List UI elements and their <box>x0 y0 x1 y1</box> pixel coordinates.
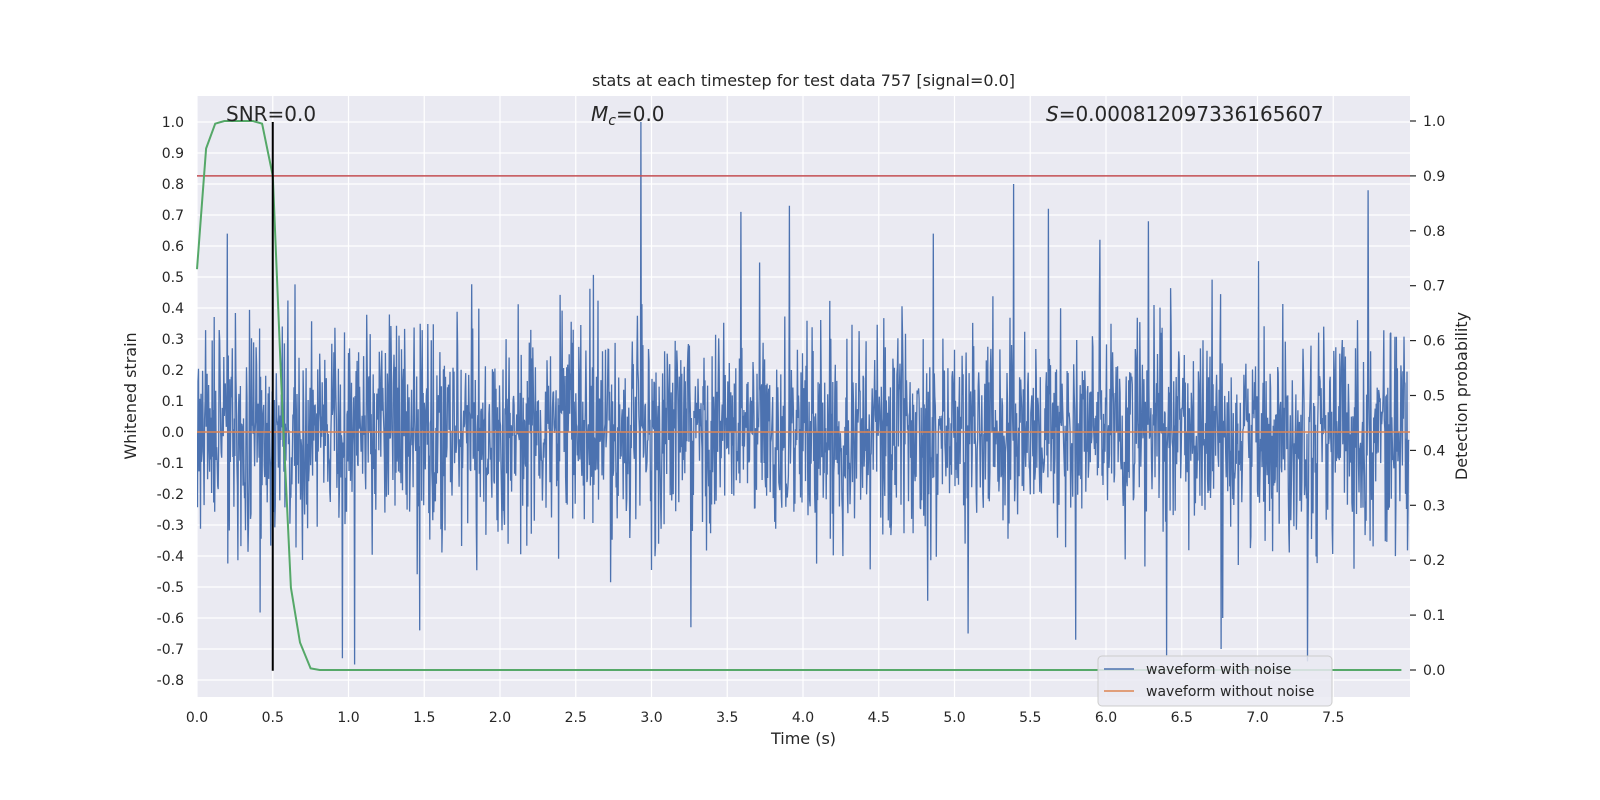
y-tick-label-right: 0.7 <box>1423 279 1445 295</box>
x-tick-label: 4.0 <box>792 710 814 726</box>
annotation-mc-subscript: c <box>608 113 616 129</box>
y-axis-label-left: Whitened strain <box>121 332 140 459</box>
y-tick-label-right: 1.0 <box>1423 114 1445 130</box>
y-tick-label-left: -0.5 <box>157 580 184 596</box>
legend: waveform with noise waveform without noi… <box>1097 655 1333 707</box>
annotation-mc-symbol: M <box>591 102 608 126</box>
y-tick-label-right: 0.5 <box>1423 389 1445 405</box>
x-tick-label: 7.5 <box>1322 710 1344 726</box>
y-tick-label-left: 0.5 <box>162 270 184 286</box>
y-tick-label-left: 0.7 <box>162 208 184 224</box>
y-tick-label-left: -0.3 <box>157 518 184 534</box>
y-tick-label-left: 0.4 <box>162 301 184 317</box>
x-tick-label: 3.0 <box>640 710 662 726</box>
y-tick-label-left: -0.2 <box>157 487 184 503</box>
y-tick-label-left: 1.0 <box>162 115 184 131</box>
y-axis-label-right: Detection probability <box>1452 312 1471 480</box>
y-tick-label-right: 0.0 <box>1423 663 1445 679</box>
x-tick-label: 2.5 <box>565 710 587 726</box>
x-axis-label: Time (s) <box>770 729 836 748</box>
y-tick-label-right: 0.2 <box>1423 553 1445 569</box>
annotation-s-symbol: S <box>1046 102 1059 126</box>
annotation-s-score: S=0.000812097336165607 <box>1046 102 1324 126</box>
y-tick-label-left: 0.2 <box>162 363 184 379</box>
legend-label-waveform-with-noise: waveform with noise <box>1146 662 1291 678</box>
x-tick-label: 6.5 <box>1171 710 1193 726</box>
x-tick-label: 1.5 <box>413 710 435 726</box>
y-tick-label-left: -0.6 <box>157 611 184 627</box>
x-tick-label: 6.0 <box>1095 710 1117 726</box>
x-tick-label: 2.0 <box>489 710 511 726</box>
waveform-with-noise-line <box>197 121 1410 665</box>
annotation-chirp-mass: Mc=0.0 <box>591 102 665 129</box>
y-tick-label-right: 0.4 <box>1423 443 1445 459</box>
y-tick-label-left: -0.4 <box>157 549 184 565</box>
y-tick-label-left: -0.7 <box>157 642 184 658</box>
y-tick-label-right: 0.6 <box>1423 334 1445 350</box>
y-tick-label-right: 0.9 <box>1423 169 1445 185</box>
series-waveform-with-noise <box>197 121 1410 665</box>
x-tick-label: 3.5 <box>716 710 738 726</box>
y-tick-label-left: -0.8 <box>157 673 184 689</box>
chart-title: stats at each timestep for test data 757… <box>592 71 1015 90</box>
y-tick-label-right: 0.1 <box>1423 608 1445 624</box>
x-tick-label: 0.5 <box>262 710 284 726</box>
x-tick-label: 5.0 <box>943 710 965 726</box>
legend-label-waveform-without-noise: waveform without noise <box>1146 684 1314 700</box>
y-tick-label-right: 0.3 <box>1423 498 1445 514</box>
x-tick-label: 4.5 <box>868 710 890 726</box>
y-tick-label-left: 0.6 <box>162 239 184 255</box>
y-tick-label-left: 0.0 <box>162 425 184 441</box>
y-tick-label-right: 0.8 <box>1423 224 1445 240</box>
y-tick-label-left: 0.8 <box>162 177 184 193</box>
x-tick-label: 0.0 <box>186 710 208 726</box>
annotation-s-value: =0.000812097336165607 <box>1059 102 1324 126</box>
legend-box <box>1097 655 1333 707</box>
data-layer <box>196 120 1410 671</box>
annotation-snr: SNR=0.0 <box>226 102 316 126</box>
y-tick-label-left: 0.1 <box>162 394 184 410</box>
x-tick-label: 5.5 <box>1019 710 1041 726</box>
axes: 0.0 0.5 1.0 1.5 2.0 2.5 3.0 3.5 4.0 4.5 5.0 5.5 6.0 6… <box>157 114 1446 726</box>
x-tick-label: 7.0 <box>1246 710 1268 726</box>
y-tick-label-left: -0.1 <box>157 456 184 472</box>
annotation-mc-value: =0.0 <box>616 102 665 126</box>
x-tick-label: 1.0 <box>337 710 359 726</box>
y-tick-label-left: 0.3 <box>162 332 184 348</box>
y-tick-label-left: 0.9 <box>162 146 184 162</box>
